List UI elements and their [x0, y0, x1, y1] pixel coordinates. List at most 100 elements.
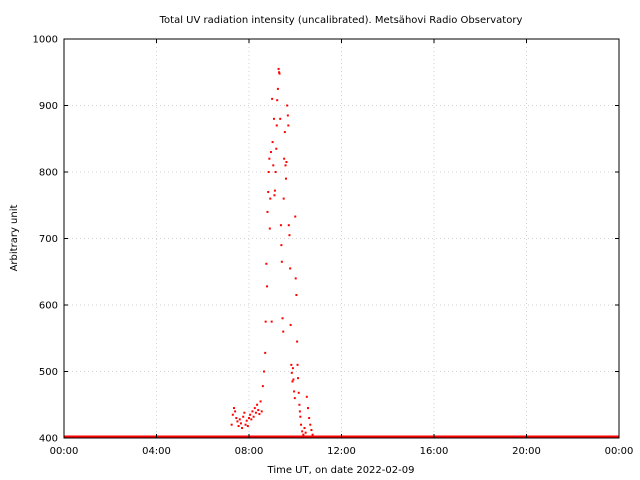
data-point [257, 409, 260, 412]
data-point [264, 351, 267, 354]
data-point [283, 157, 286, 160]
data-point [264, 320, 267, 323]
data-point [287, 124, 290, 127]
x-tick-label: 16:00 [420, 446, 449, 457]
data-point [295, 294, 298, 297]
data-point [280, 244, 283, 247]
data-point [268, 227, 271, 230]
data-point [266, 285, 269, 288]
data-point [268, 157, 271, 160]
data-point [239, 422, 242, 425]
data-point [283, 131, 286, 134]
data-point [267, 171, 270, 173]
data-point [275, 124, 278, 127]
data-point [241, 427, 244, 430]
data-point [303, 427, 306, 430]
x-tick-label: 08:00 [235, 446, 264, 457]
data-point [231, 413, 234, 416]
data-point [297, 377, 300, 380]
data-point [246, 425, 249, 428]
data-point [250, 418, 253, 421]
data-point [249, 413, 252, 416]
data-point [234, 410, 237, 413]
data-point [291, 367, 294, 370]
data-point [291, 380, 294, 383]
data-point [294, 215, 297, 218]
data-point [286, 104, 289, 107]
data-point [281, 317, 284, 320]
data-point [301, 430, 304, 433]
x-axis-label: Time UT, on date 2022-02-09 [267, 465, 415, 476]
grid-lines [64, 39, 619, 438]
y-tick-labels: 400 500 600 700 800 900 1000 [33, 35, 58, 445]
data-points [230, 67, 314, 436]
data-point [297, 391, 300, 394]
data-point [289, 267, 292, 270]
data-point [260, 410, 263, 413]
data-point [278, 71, 281, 74]
data-point [293, 390, 296, 393]
data-point [305, 395, 308, 398]
data-point [308, 417, 311, 420]
data-point [277, 67, 280, 70]
data-point [298, 410, 301, 413]
data-point [280, 260, 283, 263]
data-point [299, 415, 302, 418]
plot-frame [63, 38, 620, 439]
x-tick-label: 12:00 [327, 446, 356, 457]
data-point [279, 117, 282, 120]
data-point [279, 224, 282, 227]
data-point [304, 431, 307, 434]
data-point [276, 99, 279, 102]
data-point [292, 378, 295, 381]
data-point [298, 403, 301, 406]
data-point [273, 194, 276, 197]
chart-title: Total UV radiation intensity (uncalibrat… [159, 15, 523, 26]
data-point [286, 114, 289, 117]
data-point [287, 224, 290, 227]
y-tick-label: 500 [39, 367, 58, 378]
data-point [306, 407, 309, 410]
y-tick-label: 400 [39, 434, 58, 445]
data-point [243, 411, 246, 414]
x-tick-label: 00:00 [605, 446, 634, 457]
y-axis-label: Arbitrary unit [9, 205, 20, 272]
data-point [300, 423, 303, 426]
data-point [282, 197, 285, 200]
axis-ticks [63, 38, 620, 439]
data-point [309, 423, 312, 426]
data-point [256, 403, 259, 406]
data-point [258, 413, 261, 416]
y-tick-label: 1000 [33, 35, 58, 46]
data-point [274, 171, 277, 173]
data-point [254, 411, 257, 414]
data-point [285, 177, 287, 180]
data-point [230, 423, 233, 426]
data-point [265, 262, 268, 265]
data-point [259, 400, 262, 403]
data-point [269, 151, 272, 154]
data-point [238, 418, 241, 421]
data-point [270, 320, 273, 323]
data-point [271, 97, 274, 100]
data-point [248, 417, 250, 420]
data-point [282, 330, 285, 333]
data-point [310, 429, 313, 432]
data-point [251, 410, 254, 413]
x-tick-label: 00:00 [50, 446, 79, 457]
y-tick-label: 700 [39, 234, 58, 245]
data-point [302, 433, 305, 436]
data-point [272, 117, 275, 120]
data-point [285, 161, 288, 164]
data-point [232, 407, 235, 410]
data-point [296, 340, 299, 343]
data-point [271, 141, 274, 144]
data-point [237, 425, 240, 428]
data-point [290, 371, 293, 374]
data-point [263, 370, 266, 373]
data-point [245, 419, 248, 422]
data-point [273, 189, 276, 192]
data-point [284, 164, 287, 167]
data-point [235, 417, 238, 420]
